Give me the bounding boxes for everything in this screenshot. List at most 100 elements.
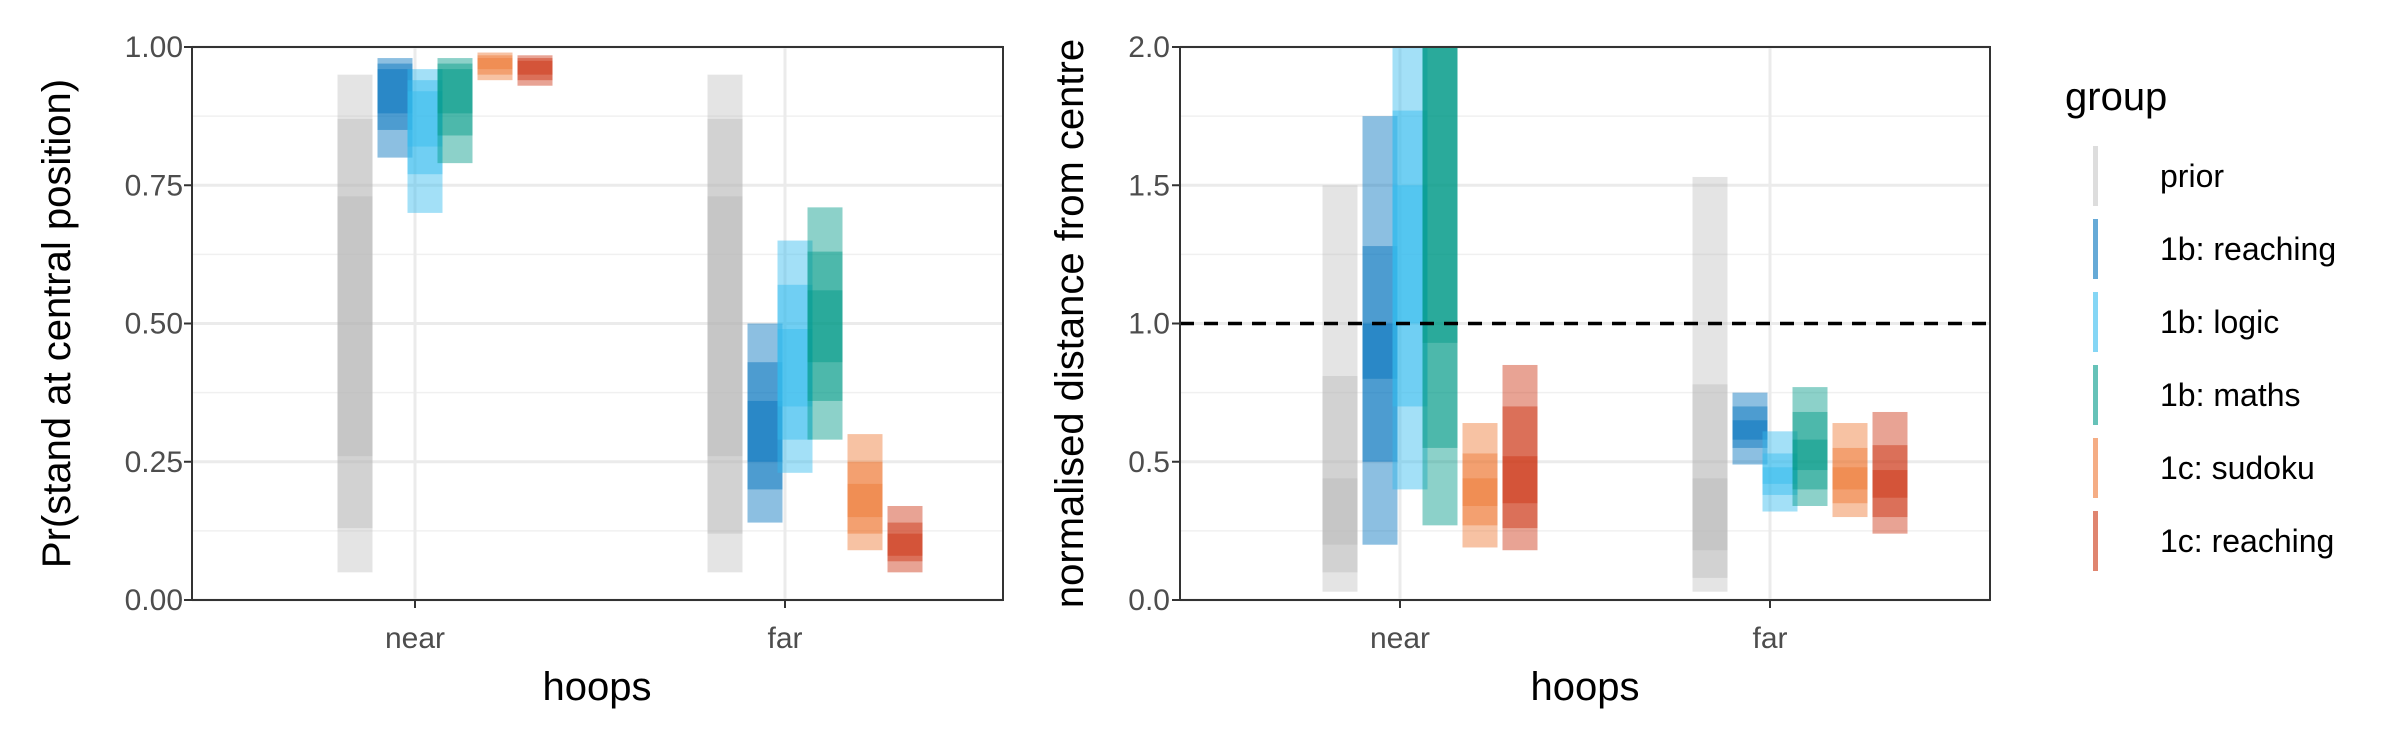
- legend-label: 1b: logic: [2160, 304, 2279, 340]
- left-chart-panel: 0.00 0.25 0.50 0.75 1.00 near far hoops Pr(stand…: [35, 31, 1004, 709]
- interval-bar: [1462, 478, 1498, 506]
- interval-bar: [1732, 420, 1768, 440]
- x-axis-title: hoops: [543, 665, 652, 709]
- interval-bar: [517, 55, 553, 86]
- x-tick-label: near: [1370, 622, 1430, 655]
- y-tick-label: 0.5: [1128, 446, 1170, 479]
- interval-bar: [847, 461, 883, 534]
- legend-label: prior: [2160, 158, 2224, 194]
- interval-bar: [847, 483, 883, 518]
- interval-bar: [1392, 110, 1428, 407]
- interval-bar: [807, 251, 843, 401]
- interval-bar: [747, 323, 783, 523]
- interval-group-near-1: [377, 58, 413, 158]
- interval-bar: [1502, 364, 1538, 551]
- interval-bar: [517, 60, 553, 75]
- legend-swatch: [2093, 511, 2098, 571]
- interval-group-near-1: [1362, 116, 1398, 545]
- interval-bar: [777, 329, 813, 407]
- interval-group-near-5: [1502, 364, 1538, 551]
- interval-bar: [1732, 392, 1768, 465]
- interval-group-far-4: [1832, 423, 1868, 518]
- interval-group-near-4: [477, 52, 513, 81]
- interval-bar: [1792, 439, 1828, 471]
- interval-bar: [707, 74, 743, 573]
- interval-bar: [847, 434, 883, 551]
- interval-bar: [777, 240, 813, 473]
- interval-bar: [1392, 185, 1428, 324]
- interval-group-far-1: [1732, 392, 1768, 465]
- interval-group-near-2: [1392, 47, 1428, 490]
- legend-swatch: [2093, 292, 2098, 352]
- legend: group prior 1b: reaching 1b: logic 1b: maths…: [2065, 75, 2336, 571]
- legend-key: 1b: reaching: [2093, 219, 2336, 279]
- y-tick-label: 0.25: [125, 446, 183, 479]
- interval-bar: [377, 58, 413, 158]
- y-tick-label: 0.50: [125, 308, 183, 341]
- legend-title: group: [2065, 75, 2167, 119]
- y-tick-label: 0.75: [125, 169, 183, 202]
- legend-key: 1c: reaching: [2093, 511, 2334, 571]
- interval-bar: [1692, 176, 1728, 592]
- interval-bar: [407, 69, 443, 213]
- interval-bar: [1872, 470, 1908, 498]
- interval-group-near-4: [1462, 423, 1498, 548]
- interval-bar: [407, 91, 443, 147]
- interval-group-far-5: [1872, 411, 1908, 534]
- interval-bar: [1422, 47, 1458, 448]
- interval-bar: [477, 55, 513, 75]
- interval-bar: [517, 58, 553, 81]
- x-tick-label: near: [385, 622, 445, 655]
- interval-bar: [477, 58, 513, 70]
- interval-group-far-0: [707, 74, 743, 573]
- interval-bar: [1502, 406, 1538, 529]
- interval-bar: [377, 63, 413, 130]
- interval-group-far-5: [887, 505, 923, 573]
- legend-key: prior: [2093, 146, 2224, 206]
- y-tick-label: 0.0: [1128, 584, 1170, 617]
- interval-bar: [1362, 246, 1398, 462]
- interval-group-near-3: [437, 58, 473, 164]
- interval-group-far-2: [1762, 431, 1798, 512]
- interval-bar: [1462, 423, 1498, 548]
- y-tick-label: 1.0: [1128, 308, 1170, 341]
- interval-bar: [477, 52, 513, 81]
- interval-group-far-3: [1792, 387, 1828, 506]
- interval-bar: [777, 284, 813, 440]
- interval-bar: [887, 522, 923, 562]
- interval-bar: [707, 196, 743, 457]
- y-tick-label: 2.0: [1128, 31, 1170, 64]
- interval-bar: [337, 196, 373, 457]
- interval-bar: [407, 80, 443, 175]
- x-tick-label: far: [1752, 622, 1787, 655]
- interval-bar: [1792, 387, 1828, 506]
- interval-bar: [1462, 453, 1498, 526]
- interval-group-near-5: [517, 55, 553, 86]
- interval-bar: [1362, 323, 1398, 379]
- interval-bar: [437, 69, 473, 114]
- interval-bar: [1832, 423, 1868, 518]
- interval-group-far-2: [777, 240, 813, 473]
- interval-bar: [1872, 411, 1908, 534]
- interval-bar: [377, 69, 413, 114]
- y-axis-title: normalised distance from centre: [1048, 39, 1092, 608]
- interval-bar: [707, 118, 743, 534]
- interval-bar: [1872, 445, 1908, 518]
- interval-bar: [1422, 47, 1458, 343]
- interval-bar: [1692, 478, 1728, 551]
- interval-bar: [1322, 376, 1358, 573]
- x-axis-title: hoops: [1531, 665, 1640, 709]
- interval-bar: [1762, 453, 1798, 495]
- interval-bar: [1422, 47, 1458, 526]
- interval-group-near-2: [407, 69, 443, 213]
- interval-bar: [747, 362, 783, 490]
- interval-bar: [1362, 116, 1398, 545]
- interval-group-near-0: [337, 74, 373, 573]
- legend-swatch: [2093, 219, 2098, 279]
- y-tick-label: 1.5: [1128, 169, 1170, 202]
- legend-label: 1b: reaching: [2160, 231, 2336, 267]
- interval-bar: [337, 74, 373, 573]
- interval-bar: [1792, 411, 1828, 490]
- legend-label: 1b: maths: [2160, 377, 2301, 413]
- y-tick-label: 0.00: [125, 584, 183, 617]
